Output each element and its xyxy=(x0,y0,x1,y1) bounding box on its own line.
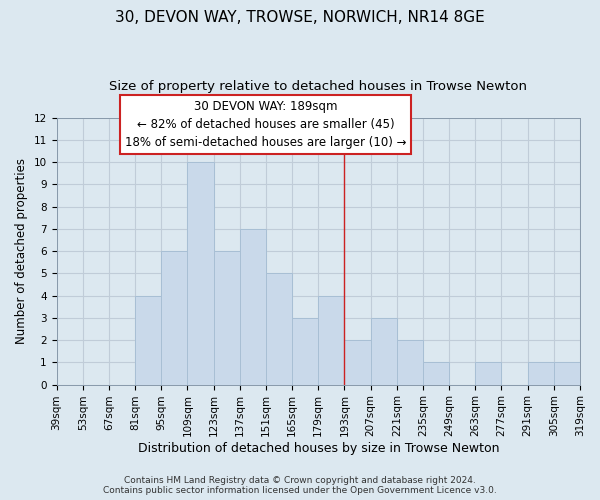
X-axis label: Distribution of detached houses by size in Trowse Newton: Distribution of detached houses by size … xyxy=(137,442,499,455)
Bar xyxy=(318,296,344,384)
Text: 30 DEVON WAY: 189sqm
← 82% of detached houses are smaller (45)
18% of semi-detac: 30 DEVON WAY: 189sqm ← 82% of detached h… xyxy=(125,100,407,149)
Bar xyxy=(397,340,423,384)
Y-axis label: Number of detached properties: Number of detached properties xyxy=(15,158,28,344)
Text: Contains HM Land Registry data © Crown copyright and database right 2024.
Contai: Contains HM Land Registry data © Crown c… xyxy=(103,476,497,495)
Bar xyxy=(240,229,266,384)
Bar xyxy=(266,274,292,384)
Bar xyxy=(292,318,318,384)
Title: Size of property relative to detached houses in Trowse Newton: Size of property relative to detached ho… xyxy=(109,80,527,93)
Bar xyxy=(161,251,187,384)
Bar xyxy=(475,362,502,384)
Bar xyxy=(554,362,580,384)
Text: 30, DEVON WAY, TROWSE, NORWICH, NR14 8GE: 30, DEVON WAY, TROWSE, NORWICH, NR14 8GE xyxy=(115,10,485,25)
Bar xyxy=(344,340,371,384)
Bar xyxy=(214,251,240,384)
Bar xyxy=(371,318,397,384)
Bar xyxy=(187,162,214,384)
Bar xyxy=(423,362,449,384)
Bar xyxy=(135,296,161,384)
Bar xyxy=(527,362,554,384)
